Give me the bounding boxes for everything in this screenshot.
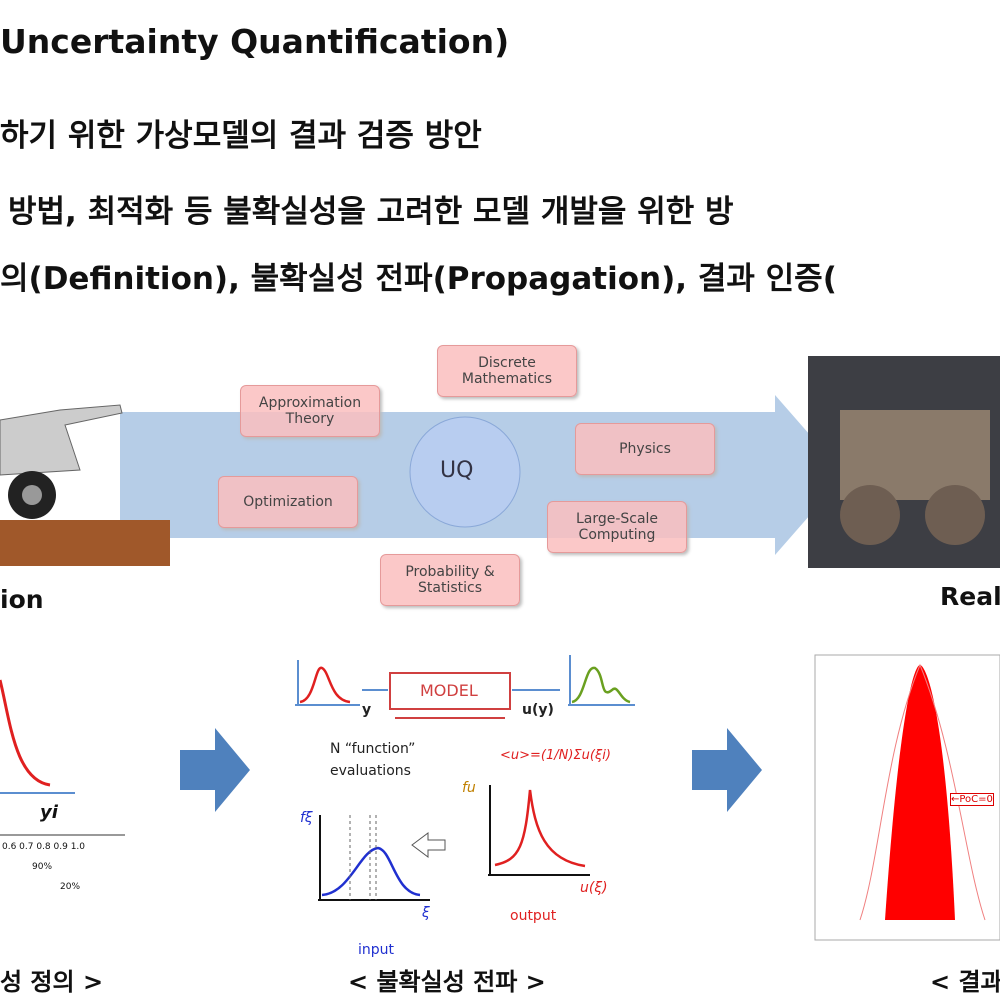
image-label: ion — [0, 585, 44, 614]
bullet: 하기 위한 가상모델의 결과 검증 방안 — [0, 118, 482, 154]
input-curve — [321, 846, 421, 897]
bell-outline — [859, 663, 986, 921]
output-curve — [494, 789, 586, 868]
axis-label: ξ — [422, 905, 430, 921]
topic-box: Probability & Statistics — [380, 554, 520, 606]
input-label: input — [358, 942, 395, 958]
output-label: output — [510, 908, 557, 924]
topic-box: Large-Scale Computing — [547, 501, 687, 553]
caption: < 결과 — [930, 968, 1000, 996]
wheel — [840, 485, 900, 545]
axis-label: yi — [40, 802, 58, 823]
var-label: u(y) — [522, 702, 554, 718]
topic-box: Discrete Mathematics — [437, 345, 577, 397]
axis-label: fξ — [300, 810, 313, 826]
poc-label: ←PoC=0 — [950, 793, 994, 806]
formula: <u>=(1/N)Σu(ξi) — [500, 748, 611, 763]
caption: < 불확실성 전파 > — [348, 968, 546, 996]
var-label: y — [362, 702, 372, 718]
model-label: MODEL — [420, 681, 478, 700]
pct-label: 90% — [32, 862, 53, 872]
output-pdf — [571, 666, 631, 704]
bullet: 방법, 최적화 등 불확실성을 고려한 모델 개발을 위한 방 — [8, 194, 734, 230]
image-label: Real — [940, 582, 1000, 611]
evaluations: N “function” evaluations — [330, 741, 416, 779]
bullet: 의(Definition), 불확실성 전파(Propagation), 결과 … — [0, 261, 837, 297]
axis-label: fu — [462, 780, 476, 796]
uq-label: UQ — [440, 458, 474, 483]
bell — [885, 665, 955, 920]
topic-box: Physics — [575, 423, 715, 475]
step-arrow — [180, 728, 250, 812]
topic-box: Approximation Theory — [240, 385, 380, 437]
topic-box: Optimization — [218, 476, 358, 528]
axis-label: u(ξ) — [580, 880, 608, 896]
title: Uncertainty Quantification) — [0, 22, 510, 61]
ground — [0, 520, 170, 566]
pct-label: 20% — [60, 882, 81, 892]
tank-body — [0, 404, 123, 476]
wheel — [925, 485, 985, 545]
uq-circle — [409, 416, 521, 528]
hub — [22, 485, 42, 505]
step-arrow — [692, 728, 762, 812]
vehicle — [840, 410, 990, 500]
input-pdf — [299, 666, 351, 704]
pdf-curve — [0, 679, 51, 787]
hollow-arrow — [411, 832, 446, 858]
caption: 성 정의 > — [0, 968, 104, 996]
model-box — [389, 672, 511, 710]
tick-labels: 0.6 0.7 0.8 0.9 1.0 — [2, 842, 86, 852]
